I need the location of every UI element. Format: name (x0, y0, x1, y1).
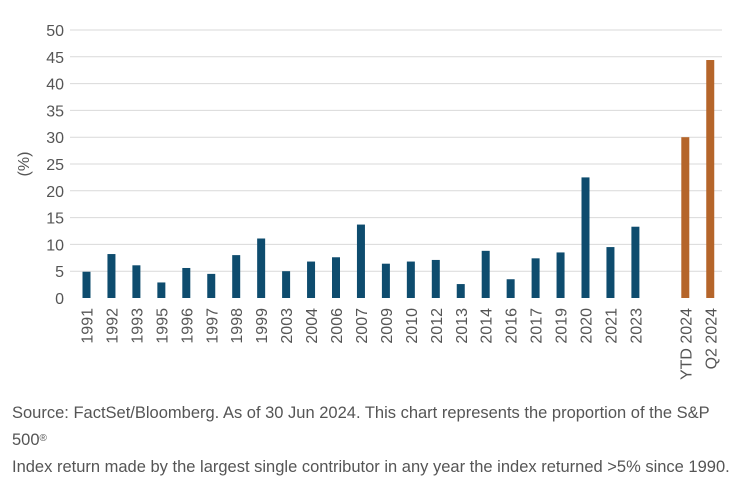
x-tick-label: 2009 (379, 308, 396, 344)
y-axis-label: (%) (16, 152, 33, 177)
y-tick-label: 45 (46, 50, 64, 67)
y-axis-ticks: 0 5 10 15 20 25 30 35 40 45 50 (46, 23, 64, 308)
bar-2003 (282, 271, 291, 298)
x-tick-label: 2004 (304, 308, 321, 344)
x-tick-label: 2006 (329, 308, 346, 344)
bar-2019 (556, 252, 565, 298)
bar-2010 (406, 261, 415, 298)
x-tick-label: 2017 (529, 308, 546, 344)
bar-2014 (481, 250, 490, 298)
x-tick-label: 1999 (254, 308, 271, 344)
y-tick-label: 5 (55, 264, 64, 281)
bar-1995 (157, 282, 166, 298)
x-tick-label: 1992 (104, 308, 121, 344)
bar-q2-2024 (706, 60, 715, 299)
x-tick-label: 1997 (204, 308, 221, 344)
y-tick-label: 10 (46, 237, 64, 254)
x-tick-label: Q2 2024 (703, 308, 720, 369)
bar-2016 (506, 279, 515, 298)
x-tick-label: 1998 (229, 308, 246, 344)
x-tick-label: 2014 (479, 308, 496, 344)
y-tick-label: 20 (46, 184, 64, 201)
bar-1998 (232, 255, 241, 298)
x-tick-label: 2007 (354, 308, 371, 344)
bar-1999 (257, 238, 266, 298)
x-tick-label: 1993 (129, 308, 146, 344)
bar-1993 (132, 265, 141, 298)
bar-2023 (631, 226, 640, 298)
x-tick-label: 2020 (579, 308, 596, 344)
source-line-1: Source: FactSet/Bloomberg. As of 30 Jun … (12, 404, 710, 449)
bar-ytd-2024 (681, 137, 690, 298)
y-tick-label: 50 (46, 23, 64, 40)
bar-2020 (581, 177, 590, 298)
bar-1996 (182, 267, 191, 298)
bar-1991 (82, 271, 91, 298)
y-tick-label: 15 (46, 211, 64, 228)
x-tick-label: 1991 (80, 308, 97, 344)
x-tick-label: 2019 (554, 308, 571, 344)
source-note: Source: FactSet/Bloomberg. As of 30 Jun … (12, 400, 740, 481)
gridlines (70, 29, 722, 272)
x-tick-label: 2023 (628, 308, 645, 344)
bar-2007 (356, 224, 365, 298)
y-tick-label: 0 (55, 291, 64, 308)
registered-mark: ® (39, 433, 47, 444)
x-tick-label: 2012 (429, 308, 446, 344)
bar-2013 (456, 284, 465, 298)
bar-2004 (307, 261, 316, 298)
bar-1997 (207, 273, 216, 298)
y-tick-label: 40 (46, 77, 64, 94)
x-tick-label: YTD 2024 (678, 308, 695, 380)
bar-2006 (332, 257, 340, 298)
y-tick-label: 35 (46, 103, 64, 120)
y-tick-label: 25 (46, 157, 64, 174)
x-tick-label: 1996 (179, 308, 196, 344)
bar-2009 (381, 263, 390, 298)
bar-2012 (431, 259, 440, 298)
bar-2021 (606, 247, 615, 298)
y-tick-label: 30 (46, 130, 64, 147)
bar-1992 (107, 254, 116, 298)
x-tick-label: 2013 (454, 308, 471, 344)
x-tick-label: 2021 (603, 308, 620, 344)
x-tick-label: 1995 (154, 308, 171, 344)
bar-2017 (531, 258, 540, 298)
source-line-2: Index return made by the largest single … (12, 458, 730, 476)
x-tick-label: 2010 (404, 308, 421, 344)
bars (82, 60, 715, 299)
x-axis-ticks: 1991 1992 1993 1995 1996 1997 1998 1999 2003 2004… (80, 308, 721, 380)
x-tick-label: 2016 (504, 308, 521, 344)
x-tick-label: 2003 (279, 308, 296, 344)
